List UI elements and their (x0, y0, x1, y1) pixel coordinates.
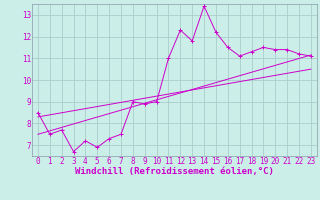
X-axis label: Windchill (Refroidissement éolien,°C): Windchill (Refroidissement éolien,°C) (75, 167, 274, 176)
